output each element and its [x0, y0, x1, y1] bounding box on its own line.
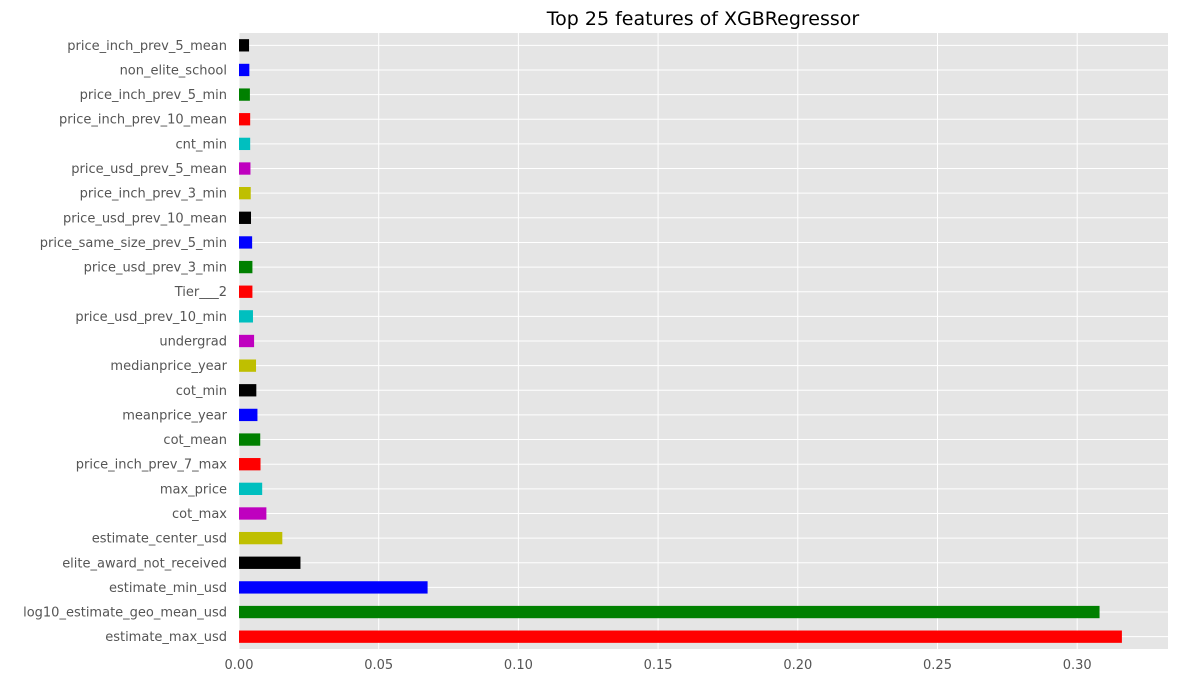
y-tick-label: max_price — [160, 482, 227, 497]
bar-cot_min — [239, 384, 257, 397]
bar-price_usd_prev_10_min — [239, 310, 253, 323]
y-tick-label: cnt_min — [176, 137, 228, 152]
bar-cnt_min — [239, 137, 251, 151]
y-tick-label: Tier___2 — [174, 285, 227, 300]
y-tick-label: log10_estimate_geo_mean_usd — [23, 606, 227, 621]
y-tick-label: meanprice_year — [122, 408, 227, 423]
y-tick-label: non_elite_school — [120, 63, 227, 78]
y-tick-label: price_inch_prev_10_mean — [59, 113, 227, 128]
bar-cot_max — [239, 507, 267, 520]
chart-title: Top 25 features of XGBRegressor — [546, 8, 860, 30]
y-tick-label: estimate_min_usd — [109, 581, 227, 596]
y-tick-label: price_inch_prev_3_min — [80, 187, 227, 202]
bar-price_inch_prev_7_max — [239, 458, 261, 471]
y-tick-label: undergrad — [159, 335, 227, 350]
bar-price_inch_prev_5_min — [239, 88, 250, 101]
bar-medianprice_year — [239, 359, 257, 372]
y-tick-label: price_usd_prev_10_min — [75, 310, 227, 325]
y-tick-label: price_usd_prev_5_mean — [71, 162, 227, 177]
bars — [239, 39, 1122, 643]
y-tick-label: cot_mean — [163, 433, 227, 448]
bar-non_elite_school — [239, 63, 250, 77]
y-tick-label: estimate_center_usd — [92, 532, 227, 547]
bar-estimate_max_usd — [239, 630, 1122, 643]
bar-log10_estimate_geo_mean_usd — [239, 605, 1100, 619]
bar-price_usd_prev_5_mean — [239, 162, 251, 175]
bar-price_inch_prev_5_mean — [239, 39, 250, 52]
bar-max_price — [239, 482, 263, 495]
x-tick-label: 0.25 — [923, 658, 952, 673]
bar-price_inch_prev_10_mean — [239, 113, 251, 126]
x-tick-label: 0.00 — [225, 658, 254, 673]
bar-cot_mean — [239, 433, 261, 446]
bar-meanprice_year — [239, 408, 258, 422]
bar-price_usd_prev_3_min — [239, 260, 253, 274]
y-tick-label: elite_award_not_received — [62, 556, 227, 571]
y-tick-label: estimate_max_usd — [105, 630, 227, 645]
bar-Tier___2 — [239, 285, 253, 298]
x-tick-label: 0.10 — [504, 658, 533, 673]
y-tick-labels: estimate_max_usd log10_estimate_geo_mean_… — [23, 39, 228, 645]
x-tick-label: 0.15 — [644, 658, 673, 673]
bar-elite_award_not_received — [239, 556, 301, 569]
y-tick-label: cot_min — [176, 384, 227, 399]
bar-estimate_min_usd — [239, 581, 428, 594]
y-tick-label: medianprice_year — [110, 359, 227, 374]
x-tick-label: 0.05 — [364, 658, 393, 673]
bar-price_inch_prev_3_min — [239, 187, 251, 200]
y-tick-label: price_inch_prev_5_mean — [67, 39, 227, 54]
bar-price_usd_prev_10_mean — [239, 211, 252, 224]
y-tick-label: cot_max — [172, 507, 227, 522]
x-tick-labels: 0.00 0.05 0.10 0.15 0.20 0.25 0.30 — [225, 658, 1092, 673]
y-tick-label: price_inch_prev_7_max — [76, 458, 227, 473]
y-tick-label: price_usd_prev_3_min — [84, 261, 227, 276]
y-tick-label: price_same_size_prev_5_min — [40, 236, 227, 251]
y-tick-label: price_usd_prev_10_mean — [63, 211, 227, 226]
y-tick-label: price_inch_prev_5_min — [80, 88, 227, 103]
bar-undergrad — [239, 334, 255, 348]
x-tick-label: 0.20 — [783, 658, 812, 673]
x-tick-label: 0.30 — [1063, 658, 1092, 673]
bar-price_same_size_prev_5_min — [239, 236, 253, 249]
bar-estimate_center_usd — [239, 531, 283, 545]
